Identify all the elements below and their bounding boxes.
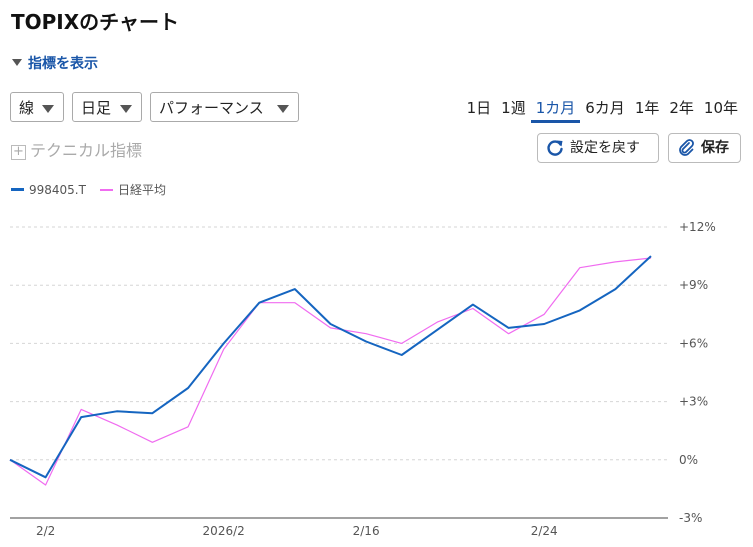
legend-label: 998405.T	[29, 182, 86, 197]
save-label: 保存	[701, 140, 729, 156]
technical-indicators-button[interactable]: + テクニカル指標	[11, 137, 142, 161]
reset-settings-label: 設定を戻す	[570, 140, 640, 156]
range-tab-1y[interactable]: 1年	[634, 99, 660, 117]
series-lines	[9, 255, 652, 486]
x-tick-label: 2/16	[353, 524, 380, 538]
show-indicators-toggle[interactable]: 指標を表示	[12, 53, 98, 73]
y-tick-label: +12%	[679, 220, 716, 234]
technical-indicators-label: テクニカル指標	[30, 141, 143, 160]
range-tab-1m[interactable]: 1カ月	[530, 96, 581, 123]
series-line-nikkei	[9, 257, 652, 486]
paperclip-icon	[679, 139, 694, 156]
y-tick-label: -3%	[679, 511, 702, 525]
mode-select[interactable]: パフォーマンス	[150, 92, 299, 122]
period-type-select[interactable]: 日足	[72, 92, 142, 122]
save-button[interactable]: 保存	[668, 133, 741, 163]
range-tab-2y[interactable]: 2年	[669, 99, 694, 117]
mode-value: パフォーマンス	[159, 99, 264, 117]
legend-swatch	[99, 188, 113, 191]
chevron-down-icon	[120, 105, 132, 113]
chart-legend: 998405.T 日経平均	[11, 181, 166, 198]
x-tick-label: 2/24	[531, 524, 558, 538]
show-indicators-label: 指標を表示	[28, 56, 98, 72]
legend-item-nikkei: 日経平均	[99, 181, 166, 198]
period-type-value: 日足	[81, 99, 112, 117]
y-tick-label: +9%	[679, 278, 708, 292]
chart-type-value: 線	[19, 99, 35, 117]
x-axis-ticks: 2/2 2026/2 2/16 2/24	[36, 524, 558, 538]
range-tab-6m[interactable]: 6カ月	[585, 99, 625, 117]
x-tick-label: 2/2	[36, 524, 55, 538]
page-title: TOPIXのチャート	[11, 10, 179, 34]
x-tick-label: 2026/2	[203, 524, 245, 538]
y-tick-label: +6%	[679, 336, 708, 350]
series-line-topix	[9, 255, 652, 479]
range-tab-1w[interactable]: 1週	[501, 99, 526, 117]
chevron-down-icon	[42, 105, 54, 113]
y-axis-ticks: +12% +9% +6% +3% 0% -3%	[679, 220, 716, 525]
triangle-down-icon	[12, 59, 22, 66]
refresh-icon	[547, 140, 563, 156]
legend-label: 日経平均	[117, 183, 166, 197]
plus-icon: +	[11, 145, 26, 160]
chevron-down-icon	[277, 105, 289, 113]
range-tab-10y[interactable]: 10年	[703, 99, 738, 117]
range-tabs: 1日 1週 1カ月 6カ月 1年 2年 10年	[462, 96, 743, 123]
grid-lines	[10, 226, 668, 519]
legend-item-topix: 998405.T	[11, 181, 86, 198]
chart-type-select[interactable]: 線	[10, 92, 64, 122]
y-tick-label: +3%	[679, 395, 708, 409]
range-tab-1d[interactable]: 1日	[466, 99, 492, 117]
y-tick-label: 0%	[679, 453, 698, 467]
legend-swatch	[11, 188, 24, 191]
reset-settings-button[interactable]: 設定を戻す	[537, 133, 659, 163]
